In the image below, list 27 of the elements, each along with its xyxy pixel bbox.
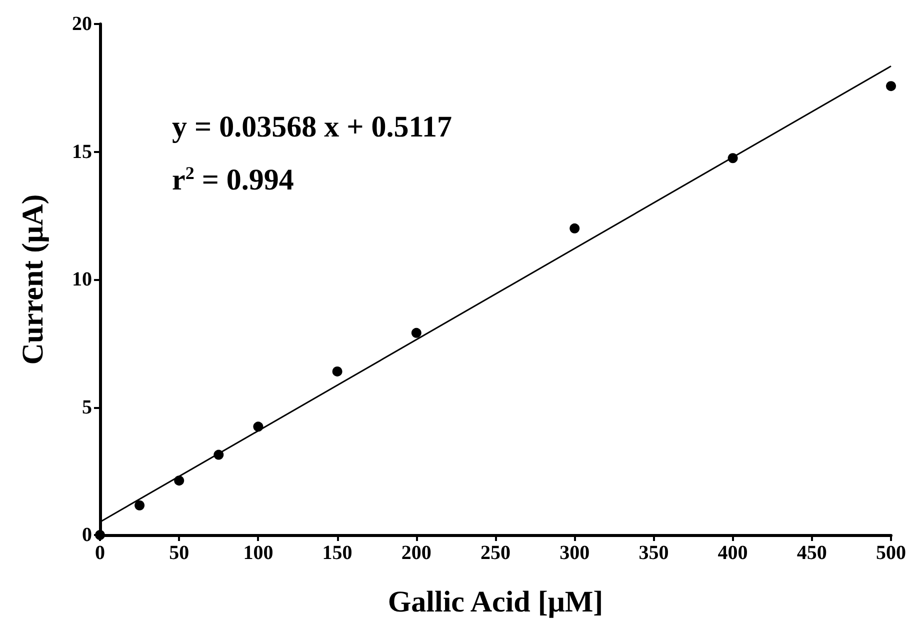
x-tick-label: 200 <box>401 542 432 564</box>
x-tick-label: 50 <box>169 542 190 564</box>
point <box>214 450 224 460</box>
y-tick-label: 5 <box>82 396 92 418</box>
x-axis-title: Gallic Acid [μM] <box>388 586 604 618</box>
point <box>728 153 738 164</box>
x-tick-label: 300 <box>560 542 590 564</box>
x-tick-label: 250 <box>480 542 510 564</box>
point <box>332 366 342 376</box>
x-tick-label: 350 <box>638 542 669 564</box>
x-tick-label: 100 <box>243 542 274 564</box>
x-tick-label: 500 <box>876 542 906 564</box>
annotation: y = 0.03568 x + 0.5117 <box>172 110 452 144</box>
point <box>570 223 580 234</box>
x-tick-label: 450 <box>796 542 827 564</box>
x-tick-label: 150 <box>322 542 352 564</box>
y-tick-label: 0 <box>82 524 92 546</box>
y-tick-label: 20 <box>72 13 92 35</box>
point <box>134 500 145 510</box>
point <box>174 476 184 486</box>
y-axis-title: Current (μA) <box>16 194 50 365</box>
x-tick-label: 400 <box>718 542 748 564</box>
y-tick-label: 10 <box>72 268 92 290</box>
point <box>253 422 264 432</box>
point <box>886 81 896 92</box>
y-tick-label: 15 <box>72 140 92 163</box>
point <box>411 328 422 338</box>
